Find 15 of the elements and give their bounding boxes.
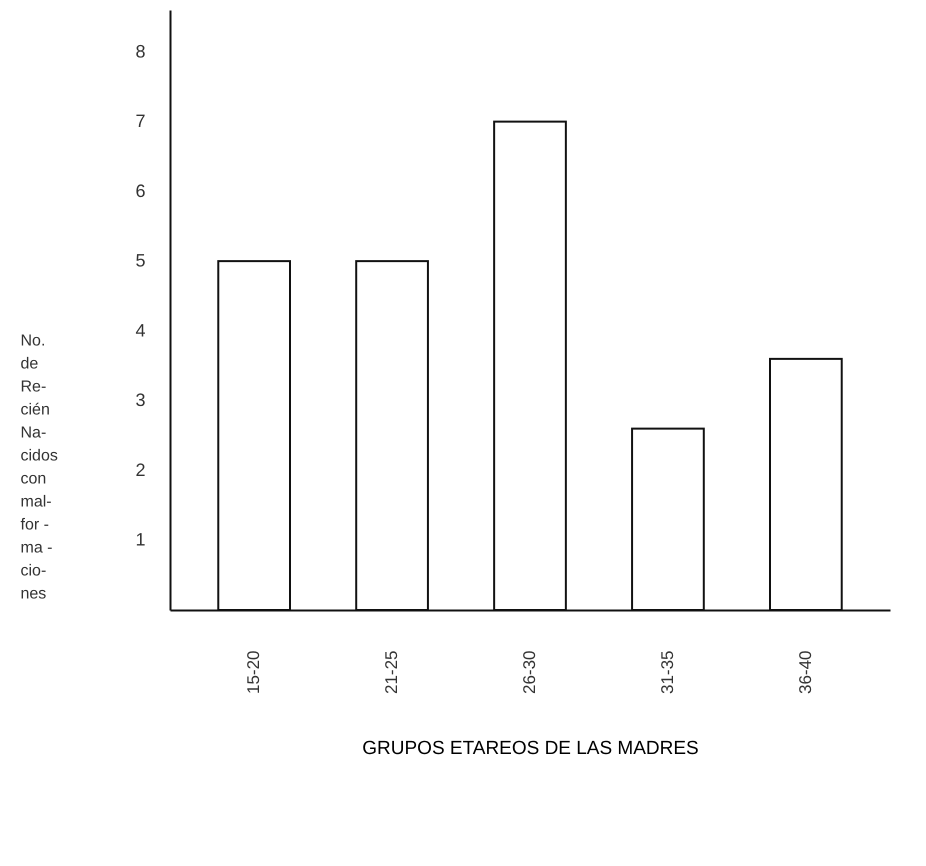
y-tick-label: 7	[135, 111, 146, 132]
x-axis-title: GRUPOS ETAREOS DE LAS MADRES	[362, 738, 699, 759]
y-tick-label: 1	[135, 530, 146, 550]
x-tick-label: 21-25	[382, 650, 402, 694]
y-tick-label: 4	[135, 320, 146, 340]
y-tick-label: 2	[135, 460, 146, 480]
x-tick-label: 36-40	[796, 650, 815, 694]
x-tick-label: 26-30	[520, 650, 539, 694]
text: No. de Re- cién Na- cidos con mal- for - ma - cio- nes	[20, 332, 58, 602]
y-tick-label: 5	[135, 250, 146, 271]
x-tick-label: 15-20	[244, 650, 264, 694]
x-tick-label: 31-35	[658, 650, 677, 694]
y-tick-label: 3	[135, 390, 146, 410]
y-tick-label: 6	[135, 180, 146, 201]
y-tick-label: 8	[135, 41, 146, 62]
